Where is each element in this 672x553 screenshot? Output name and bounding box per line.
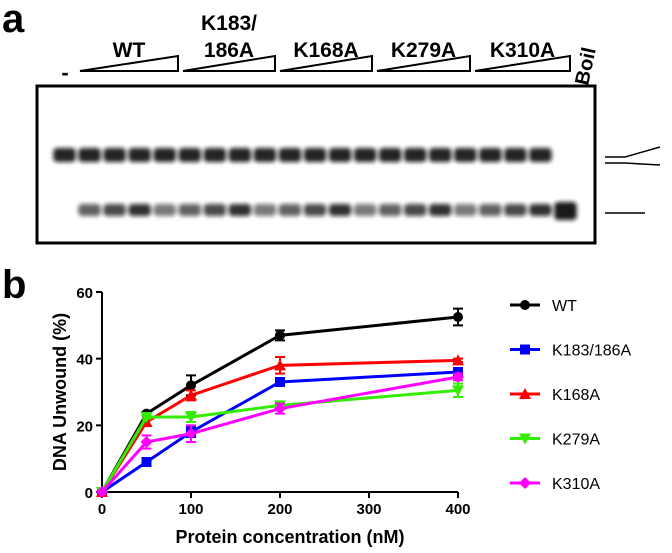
band <box>428 148 452 162</box>
wedge <box>182 54 276 72</box>
x-tick-label: 100 <box>178 501 203 518</box>
band <box>554 202 577 220</box>
band <box>403 148 427 162</box>
x-tick-label: 400 <box>445 501 470 518</box>
marker <box>452 371 464 383</box>
lane-label: Boil <box>571 46 600 88</box>
band <box>128 204 151 216</box>
x-axis-label: Protein concentration (nM) <box>176 527 405 547</box>
y-axis-label: DNA Unwound (%) <box>50 313 70 471</box>
gel <box>35 84 661 245</box>
band <box>178 148 202 162</box>
band <box>454 148 477 162</box>
x-tick-label: 0 <box>98 501 106 518</box>
legend-label: K310A <box>552 476 600 493</box>
band <box>228 204 252 216</box>
y-tick-label: 40 <box>76 352 93 369</box>
band <box>303 204 327 216</box>
fork-symbol <box>605 146 661 166</box>
group-label: K279A <box>391 39 456 62</box>
band <box>153 148 176 162</box>
band <box>128 148 151 162</box>
band <box>504 148 527 162</box>
band <box>328 148 352 162</box>
group-label: K168A <box>293 39 358 62</box>
wedge <box>474 54 571 72</box>
legend-label: K279A <box>552 432 600 449</box>
band <box>78 204 101 216</box>
group-label: WT <box>113 39 146 62</box>
band <box>479 204 502 216</box>
band <box>353 148 377 162</box>
band <box>529 204 552 216</box>
group-label: K183/ <box>201 12 257 35</box>
marker <box>185 389 197 401</box>
band <box>378 204 402 216</box>
marker <box>275 377 285 387</box>
marker <box>274 402 286 415</box>
marker <box>186 380 196 391</box>
band <box>454 204 477 216</box>
legend-marker <box>520 344 530 355</box>
legend-label: K168A <box>552 387 600 404</box>
y-tick-label: 0 <box>85 485 93 502</box>
legend-marker <box>520 300 530 310</box>
marker <box>140 412 153 423</box>
band <box>278 148 302 162</box>
band <box>328 204 352 216</box>
band <box>479 148 502 162</box>
group-label: K310A <box>490 39 555 62</box>
x-tick-label: 300 <box>356 501 381 518</box>
band <box>428 204 452 216</box>
group-label: 186A <box>204 39 254 62</box>
band <box>504 204 527 216</box>
marker <box>453 312 463 322</box>
y-tick-label: 20 <box>76 418 93 435</box>
marker <box>452 354 464 366</box>
band <box>253 148 277 162</box>
wedge <box>79 54 179 72</box>
band <box>228 148 252 162</box>
band <box>203 204 227 216</box>
marker <box>185 412 197 423</box>
gel-frame <box>35 84 597 245</box>
marker <box>275 330 285 341</box>
marker <box>141 457 152 467</box>
band <box>203 148 227 162</box>
panel-label: a <box>2 0 25 41</box>
marker <box>96 486 108 498</box>
band <box>278 204 302 216</box>
band <box>529 148 552 162</box>
band <box>178 204 202 216</box>
band <box>403 204 427 216</box>
band <box>378 148 402 162</box>
legend-marker <box>519 433 531 445</box>
series-line <box>101 370 459 494</box>
y-tick-label: 60 <box>76 285 93 302</box>
wedge <box>279 54 373 72</box>
band <box>103 148 126 162</box>
band <box>303 148 327 162</box>
band <box>53 148 76 162</box>
marker <box>452 385 464 397</box>
wedge <box>376 54 471 72</box>
band <box>153 204 176 216</box>
marker <box>274 359 286 371</box>
band <box>103 204 126 216</box>
legend-marker <box>519 388 531 399</box>
marker <box>185 427 197 440</box>
band <box>78 148 101 162</box>
legend-marker <box>519 477 531 489</box>
band <box>353 204 377 216</box>
panel-label: b <box>2 263 26 307</box>
marker <box>140 436 153 448</box>
lane-label: - <box>61 60 68 85</box>
legend-label: K183/186A <box>552 343 632 360</box>
legend-label: WT <box>552 298 577 315</box>
x-tick-label: 200 <box>267 501 292 518</box>
band <box>253 204 277 216</box>
